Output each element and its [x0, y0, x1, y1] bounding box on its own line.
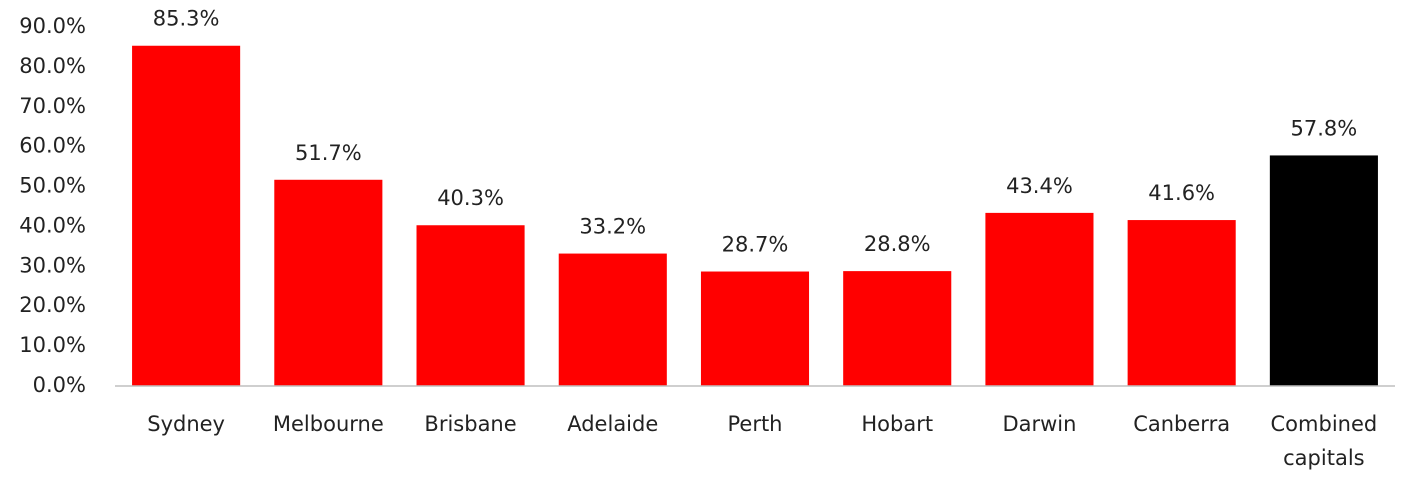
- x-tick-label: Sydney: [147, 412, 225, 436]
- value-label: 43.4%: [1006, 174, 1073, 198]
- bar: [843, 271, 952, 386]
- value-label: 85.3%: [153, 7, 220, 31]
- y-tick-label: 50.0%: [19, 174, 86, 198]
- y-tick-label: 0.0%: [33, 373, 86, 397]
- x-tick-label: Canberra: [1133, 412, 1231, 436]
- bar: [558, 253, 667, 386]
- y-tick-label: 80.0%: [19, 54, 86, 78]
- x-tick-label: Darwin: [1002, 412, 1077, 436]
- bar: [274, 179, 383, 386]
- bar: [700, 271, 810, 386]
- value-label: 40.3%: [437, 186, 504, 210]
- bar: [985, 212, 1094, 386]
- x-tick-label: Adelaide: [567, 412, 659, 436]
- bar: [1269, 155, 1378, 386]
- y-tick-label: 90.0%: [19, 14, 86, 38]
- y-tick-label: 30.0%: [19, 253, 86, 277]
- value-label: 51.7%: [295, 141, 362, 165]
- y-tick-label: 20.0%: [19, 293, 86, 317]
- value-label: 28.7%: [722, 233, 789, 257]
- bar: [416, 225, 525, 386]
- value-label: 28.8%: [864, 232, 931, 256]
- x-tick-label: Hobart: [861, 412, 934, 436]
- value-label: 57.8%: [1291, 116, 1358, 140]
- y-tick-label: 10.0%: [19, 333, 86, 357]
- x-tick-label: Melbourne: [272, 412, 384, 436]
- y-tick-label: 60.0%: [19, 134, 86, 158]
- y-tick-label: 40.0%: [19, 213, 86, 237]
- y-tick-label: 70.0%: [19, 94, 86, 118]
- x-tick-label: Brisbane: [424, 412, 517, 436]
- value-label: 41.6%: [1148, 181, 1215, 205]
- bar: [132, 45, 241, 387]
- x-tick-label: Combined capitals: [1270, 412, 1378, 470]
- x-tick-label: Perth: [727, 412, 783, 436]
- bar: [1127, 220, 1236, 386]
- value-label: 33.2%: [579, 215, 646, 239]
